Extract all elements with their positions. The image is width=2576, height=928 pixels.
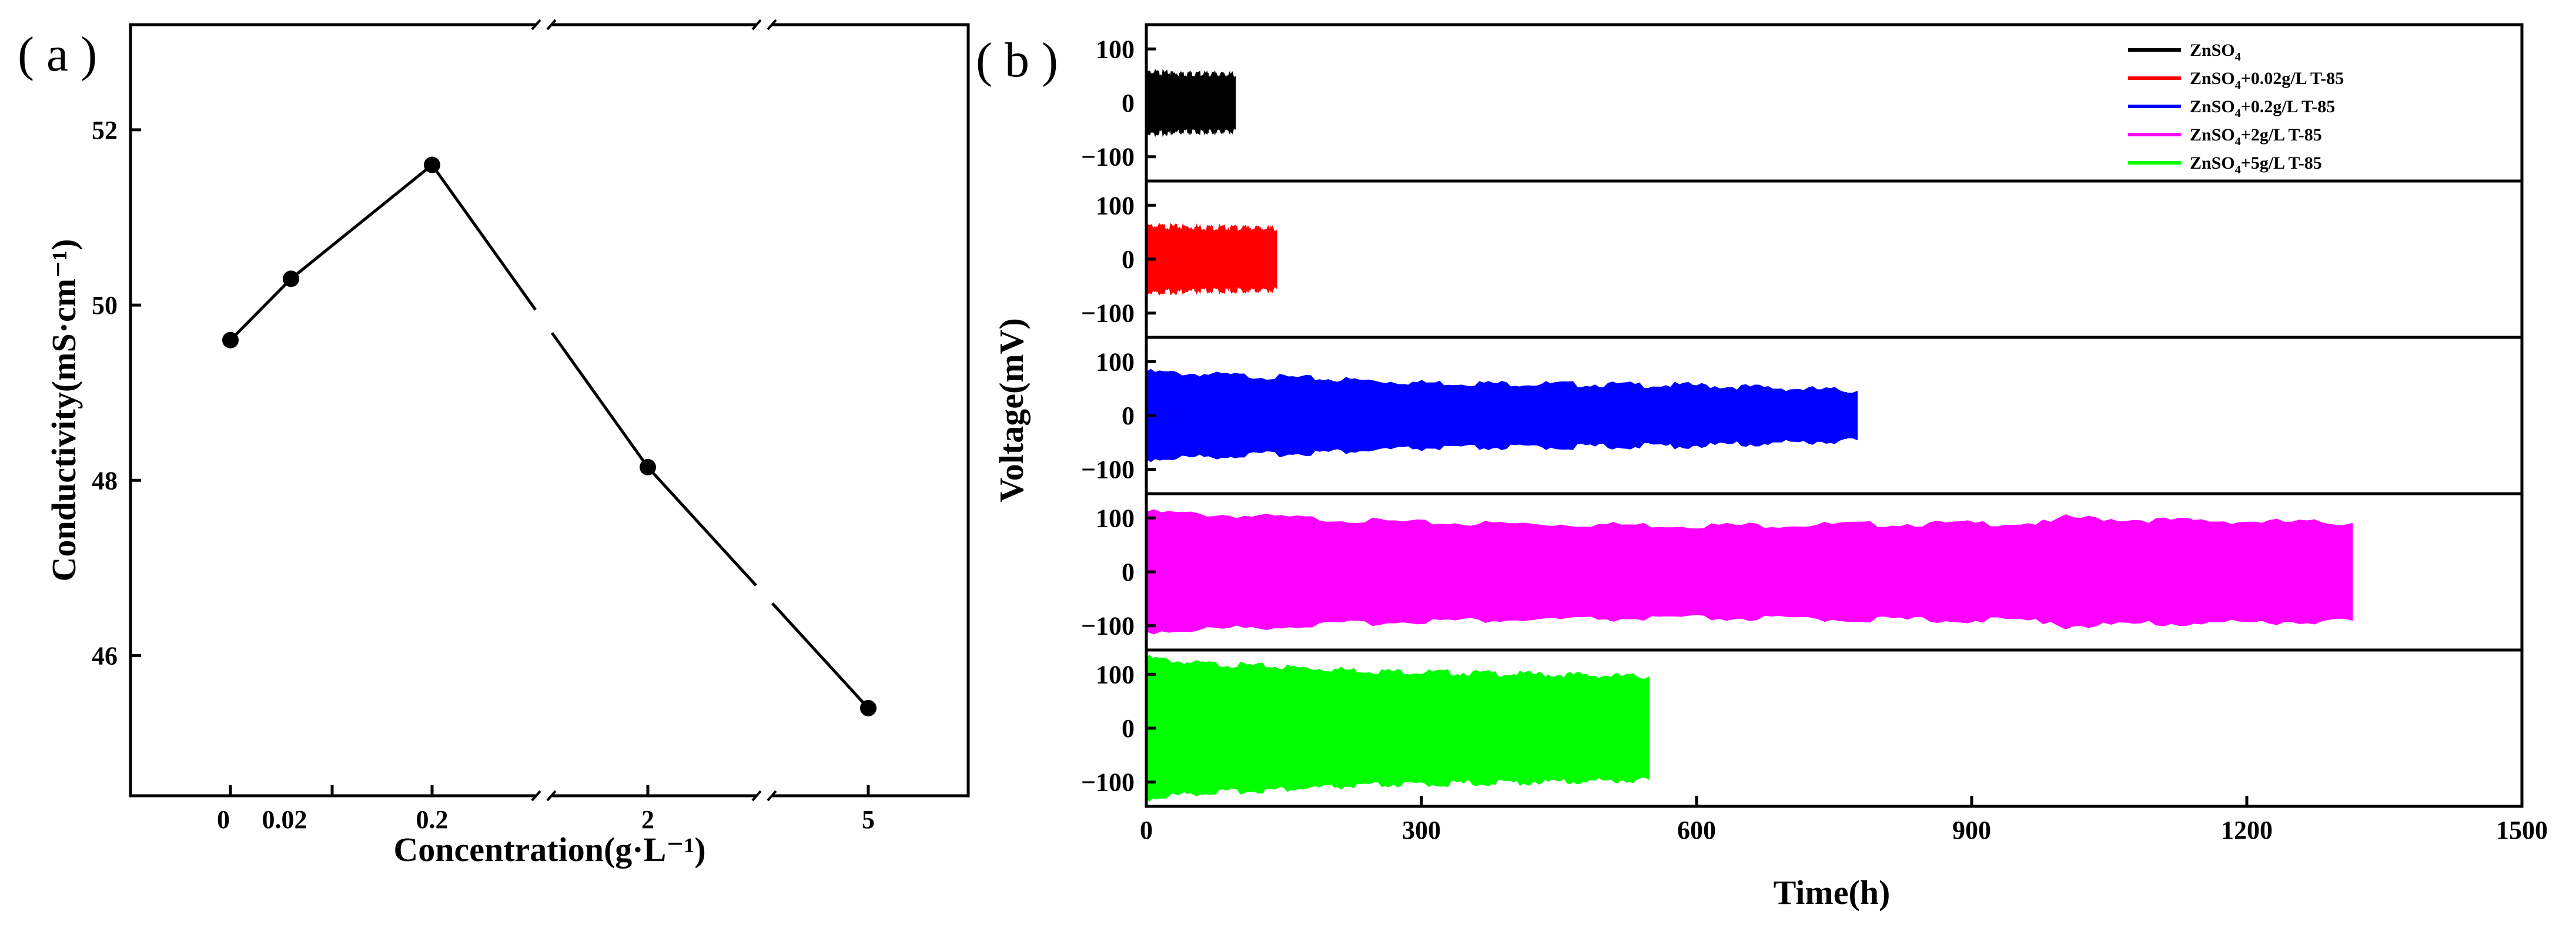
panel-b-y-tick-label: 0 bbox=[1122, 245, 1135, 274]
panel-a-line-segment bbox=[647, 466, 757, 587]
panel-a-x-tick-label: 5 bbox=[862, 805, 875, 834]
panel-a-x-tick-label: 2 bbox=[641, 805, 654, 834]
panel-a-y-tick-label: 46 bbox=[92, 641, 118, 670]
panel-b-series-band bbox=[1146, 68, 1236, 138]
panel-a-y-tick-label: 48 bbox=[92, 466, 118, 495]
panel-b-series bbox=[1146, 68, 2353, 802]
panel-a-break-slash bbox=[546, 19, 557, 31]
panel-b-y-tick-label: 100 bbox=[1096, 35, 1135, 63]
panel-a-x-tick-label: 0.2 bbox=[416, 805, 449, 834]
panel-b-y-ticks: 100 0 −100 100 0 −100 100 0 −100 100 0 −100 100 0 −100 bbox=[1081, 35, 1156, 797]
panel-a-y-tick-label: 50 bbox=[92, 291, 118, 320]
panel-b-y-axis-title: Voltage(mV) bbox=[992, 318, 1031, 502]
panel-a-line-segment bbox=[430, 164, 537, 311]
panel-b-y-tick-label: 100 bbox=[1096, 660, 1135, 689]
panel-a-y-axis-title: Conductivity(mS·cm⁻¹) bbox=[45, 239, 83, 582]
panel-b-x-tick-label: 300 bbox=[1402, 816, 1441, 845]
panel-a-break-slash bbox=[531, 19, 541, 31]
panel-a-conductivity-chart: ( a ) 46 48 50 52 0 0.02 0.2 2 5 Concentration(… bbox=[18, 19, 970, 869]
panel-a-y-tick-label: 52 bbox=[92, 116, 118, 145]
panel-b-y-tick-label: −100 bbox=[1081, 768, 1135, 797]
panel-a-break-slash bbox=[531, 790, 541, 802]
panel-a-data-point bbox=[860, 699, 876, 716]
panel-b-series-band bbox=[1146, 654, 1650, 802]
panel-b-legend-label: ZnSO4+0.02g/L T-85 bbox=[2190, 69, 2344, 92]
panel-b-voltage-chart: ( b ) 1000−1001000−1001000−1001000−10010… bbox=[976, 23, 2548, 912]
panel-a-x-axis-title: Concentration(g·L⁻¹) bbox=[393, 830, 705, 869]
panel-a-break-slash bbox=[767, 790, 777, 802]
panel-b-y-tick-label: 0 bbox=[1122, 714, 1135, 743]
panel-a-line-segment bbox=[290, 163, 433, 280]
panel-a-data-point bbox=[283, 270, 299, 287]
panel-b-series-band bbox=[1146, 222, 1277, 297]
panel-b-x-tick-label: 1500 bbox=[2496, 816, 2548, 845]
panel-a-data-point bbox=[222, 331, 239, 349]
panel-b-x-tick-label: 0 bbox=[1140, 816, 1153, 845]
panel-b-x-tick-label: 1200 bbox=[2221, 816, 2273, 845]
panel-a-break-slash bbox=[767, 19, 777, 31]
panel-b-y-tick-label: −100 bbox=[1081, 612, 1135, 641]
panel-a-data-point bbox=[640, 458, 656, 475]
panel-b-y-tick-label: 100 bbox=[1096, 504, 1135, 532]
panel-a-line-segment bbox=[229, 277, 292, 341]
panel-a-x-tick-label: 0.02 bbox=[262, 805, 307, 834]
panel-b-y-tick-label: −100 bbox=[1081, 143, 1135, 172]
panel-b-y-tick-label: 100 bbox=[1096, 347, 1135, 376]
panel-b-series-band bbox=[1146, 509, 2353, 635]
panel-a-x-ticks: 0 0.02 0.2 2 5 bbox=[217, 785, 875, 834]
panel-a-points bbox=[222, 156, 876, 716]
panel-b-y-tick-label: −100 bbox=[1081, 299, 1135, 328]
panel-b-legend-label: ZnSO4+5g/L T-85 bbox=[2190, 153, 2322, 176]
panel-a-line-segment bbox=[771, 602, 869, 709]
panel-b-x-tick-label: 600 bbox=[1677, 816, 1716, 845]
panel-a-line-segment bbox=[550, 332, 650, 468]
panel-b-series-band bbox=[1146, 368, 1858, 463]
panel-a-x-tick-label: 0 bbox=[217, 805, 230, 834]
panel-b-label: ( b ) bbox=[976, 33, 1058, 88]
panel-a-break-slash bbox=[751, 19, 762, 31]
panel-b-y-tick-label: 100 bbox=[1096, 191, 1135, 220]
panel-b-subplot-frames bbox=[1145, 23, 2524, 808]
panel-b-legend: ZnSO4 ZnSO4+0.02g/L T-85 ZnSO4+0.2g/L T-85… bbox=[2128, 41, 2344, 176]
panel-a-axis-breaks bbox=[531, 19, 777, 802]
panel-b-x-axis-title: Time(h) bbox=[1774, 873, 1891, 912]
panel-b-legend-label: ZnSO4 bbox=[2190, 41, 2241, 63]
panel-b-y-tick-label: 0 bbox=[1122, 401, 1135, 430]
panel-a-break-slash bbox=[751, 790, 762, 802]
panel-a-y-ticks: 46 48 50 52 bbox=[92, 116, 141, 670]
panel-b-y-tick-label: 0 bbox=[1122, 558, 1135, 587]
panel-a-break-slash bbox=[546, 790, 557, 802]
panel-b-legend-label: ZnSO4+0.2g/L T-85 bbox=[2190, 97, 2335, 120]
panel-a-data-point bbox=[424, 156, 440, 173]
panel-b-x-ticks: 0 300 600 900 1200 1500 bbox=[1140, 796, 2548, 845]
panel-b-y-tick-label: −100 bbox=[1081, 455, 1135, 484]
panel-a-label: ( a ) bbox=[18, 27, 97, 82]
panel-a-series-line bbox=[229, 163, 869, 709]
panel-b-x-tick-label: 900 bbox=[1952, 816, 1991, 845]
panel-b-legend-label: ZnSO4+2g/L T-85 bbox=[2190, 125, 2322, 148]
panel-b-y-tick-label: 0 bbox=[1122, 89, 1135, 118]
